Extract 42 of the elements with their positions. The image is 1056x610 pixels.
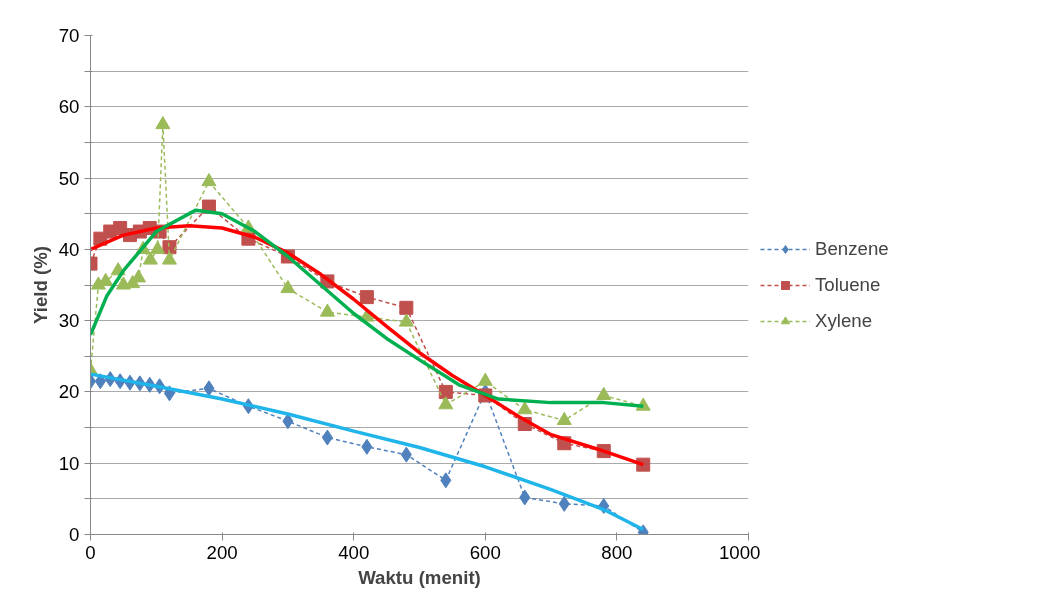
legend-label: Xylene bbox=[815, 309, 873, 332]
point bbox=[517, 401, 533, 415]
x-tick-label: 400 bbox=[338, 541, 370, 563]
legend-label: Benzene bbox=[815, 237, 889, 260]
point bbox=[155, 116, 171, 130]
point bbox=[321, 429, 333, 446]
point bbox=[280, 279, 296, 294]
point bbox=[282, 413, 294, 430]
x-tick-label: 0 bbox=[85, 541, 96, 563]
point bbox=[558, 495, 570, 512]
point bbox=[519, 489, 531, 506]
point bbox=[359, 290, 374, 305]
point bbox=[142, 251, 158, 265]
point bbox=[596, 386, 612, 401]
y-tick-label: 50 bbox=[58, 167, 80, 189]
x-tick-label: 1000 bbox=[719, 541, 761, 563]
x-axis-title: Waktu (menit) bbox=[358, 566, 481, 588]
y-tick-label: 40 bbox=[58, 238, 80, 260]
point bbox=[203, 380, 215, 397]
point bbox=[319, 303, 335, 317]
point bbox=[398, 313, 414, 327]
point bbox=[150, 240, 166, 254]
legend-label: Toluene bbox=[815, 273, 881, 296]
point bbox=[399, 300, 414, 315]
point bbox=[438, 384, 453, 399]
y-tick-label: 70 bbox=[58, 25, 80, 46]
y-tick-label: 30 bbox=[58, 310, 80, 332]
point bbox=[400, 446, 412, 463]
y-tick-label: 10 bbox=[58, 452, 80, 474]
point bbox=[438, 396, 454, 410]
y-tick-label: 0 bbox=[69, 524, 80, 545]
point bbox=[440, 472, 452, 489]
x-tick-label: 600 bbox=[469, 541, 501, 563]
y-tick-label: 20 bbox=[58, 381, 80, 403]
y-axis-title: Yield (%) bbox=[29, 245, 51, 325]
x-tick-label: 200 bbox=[206, 541, 238, 563]
point bbox=[161, 251, 177, 265]
point bbox=[477, 372, 493, 386]
point bbox=[201, 173, 217, 187]
x-tick-label: 800 bbox=[601, 541, 633, 563]
point bbox=[361, 438, 373, 455]
y-tick-label: 60 bbox=[58, 96, 80, 118]
